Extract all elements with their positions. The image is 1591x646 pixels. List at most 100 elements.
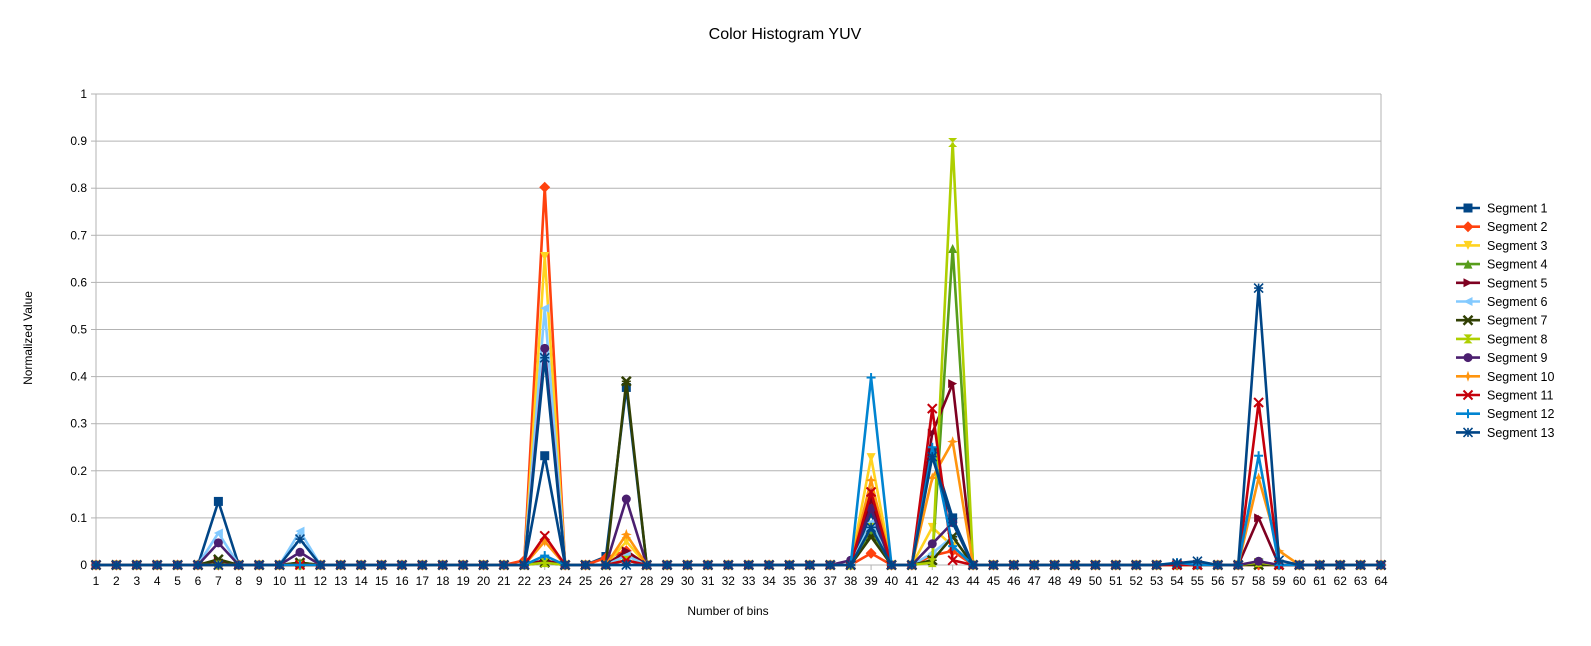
x-tick-label: 14 [354, 574, 368, 588]
x-tick-label: 47 [1028, 574, 1042, 588]
data-point [539, 181, 551, 193]
data-point [865, 547, 877, 559]
data-point [1463, 353, 1473, 363]
x-tick-label: 36 [803, 574, 817, 588]
x-tick-label: 48 [1048, 574, 1062, 588]
legend-item: Segment 13 [1456, 426, 1554, 440]
x-tick-label: 58 [1252, 574, 1266, 588]
x-tick-label: 5 [174, 574, 181, 588]
x-tick-label: 53 [1150, 574, 1164, 588]
series-3 [91, 251, 1386, 570]
data-point [540, 303, 550, 313]
x-tick-label: 51 [1109, 574, 1123, 588]
legend-label: Segment 5 [1487, 276, 1548, 290]
data-point [295, 526, 305, 536]
legend-item: Segment 11 [1456, 389, 1554, 403]
x-tick-label: 34 [762, 574, 776, 588]
legend-label: Segment 7 [1487, 314, 1548, 328]
x-tick-label: 10 [273, 574, 287, 588]
data-point [295, 547, 305, 557]
x-tick-label: 46 [1007, 574, 1021, 588]
x-tick-label: 19 [456, 574, 470, 588]
data-point [1463, 203, 1473, 213]
x-tick-label: 28 [640, 574, 654, 588]
data-point [621, 555, 632, 566]
series-line [96, 256, 1381, 567]
data-point [621, 494, 631, 504]
y-tick-label: 0.3 [70, 417, 87, 431]
x-tick-label: 23 [538, 574, 552, 588]
x-tick-label: 43 [946, 574, 960, 588]
series-line [96, 402, 1381, 567]
data-point [1462, 221, 1474, 233]
x-tick-labels: 1 2 3 4 5 6 7 8 9 10 11 12 13 14 15 16 17 18 19 20 21 22 23 24 2… [93, 574, 1388, 588]
legend-label: Segment 11 [1487, 389, 1554, 403]
series-line [96, 308, 1381, 567]
x-tick-label: 55 [1191, 574, 1205, 588]
series-7 [90, 375, 1387, 571]
data-point [1463, 297, 1473, 306]
x-tick-label: 2 [113, 574, 120, 588]
legend-label: Segment 3 [1487, 239, 1548, 253]
x-tick-label: 40 [885, 574, 899, 588]
data-point [621, 546, 631, 556]
data-point [927, 403, 938, 414]
x-tick-label: 59 [1272, 574, 1286, 588]
legend-item: Segment 8 [1456, 332, 1548, 346]
series-10 [90, 436, 1387, 571]
x-tick-label: 41 [905, 574, 919, 588]
x-tick-label: 21 [497, 574, 511, 588]
data-point [948, 243, 958, 253]
x-tick-label: 11 [294, 574, 307, 588]
data-point [213, 528, 223, 538]
x-tick-label: 45 [987, 574, 1001, 588]
data-point [1253, 397, 1264, 408]
x-tick-label: 33 [742, 574, 756, 588]
series-line [96, 383, 1381, 567]
x-tick-label: 61 [1313, 574, 1327, 588]
x-tick-label: 13 [334, 574, 348, 588]
x-tick-label: 7 [215, 574, 222, 588]
data-point [927, 539, 937, 549]
legend-item: Segment 10 [1456, 370, 1554, 384]
legend-item: Segment 4 [1456, 258, 1548, 272]
legend-label: Segment 8 [1487, 332, 1548, 346]
data-point [1463, 334, 1473, 344]
y-tick-label: 0.6 [70, 275, 87, 289]
y-tick-label: 0.8 [70, 181, 87, 195]
series-9 [91, 343, 1386, 570]
x-tick-label: 15 [375, 574, 389, 588]
data-point [1463, 240, 1473, 250]
data-point [865, 474, 877, 486]
x-tick-label: 1 [93, 574, 100, 588]
x-tick-label: 37 [824, 574, 838, 588]
legend-label: Segment 6 [1487, 295, 1548, 309]
x-tick-label: 54 [1170, 574, 1184, 588]
data-point [1462, 370, 1474, 382]
data-point [866, 503, 876, 513]
data-point [620, 528, 632, 540]
data-point [927, 558, 937, 568]
x-tick-label: 9 [256, 574, 263, 588]
y-tick-label: 0.1 [70, 511, 87, 525]
legend-label: Segment 4 [1487, 258, 1548, 272]
x-tick-label: 39 [864, 574, 878, 588]
x-tick-label: 8 [235, 574, 242, 588]
series-4 [91, 243, 1386, 570]
legend-label: Segment 2 [1487, 220, 1548, 234]
x-tick-label: 49 [1068, 574, 1082, 588]
legend-item: Segment 3 [1456, 239, 1548, 253]
series-1 [91, 382, 1386, 570]
data-point [948, 379, 958, 389]
x-tick-label: 42 [926, 574, 940, 588]
legend-label: Segment 12 [1487, 407, 1554, 421]
series-line [96, 142, 1381, 567]
data-point [1254, 556, 1264, 566]
y-tick-label: 0.2 [70, 464, 87, 478]
legend-item: Segment 12 [1456, 407, 1554, 421]
x-tick-label: 31 [701, 574, 715, 588]
legend-item: Segment 1 [1456, 202, 1548, 216]
series-line [96, 287, 1381, 567]
data-point [540, 251, 550, 261]
series-line [96, 348, 1381, 567]
